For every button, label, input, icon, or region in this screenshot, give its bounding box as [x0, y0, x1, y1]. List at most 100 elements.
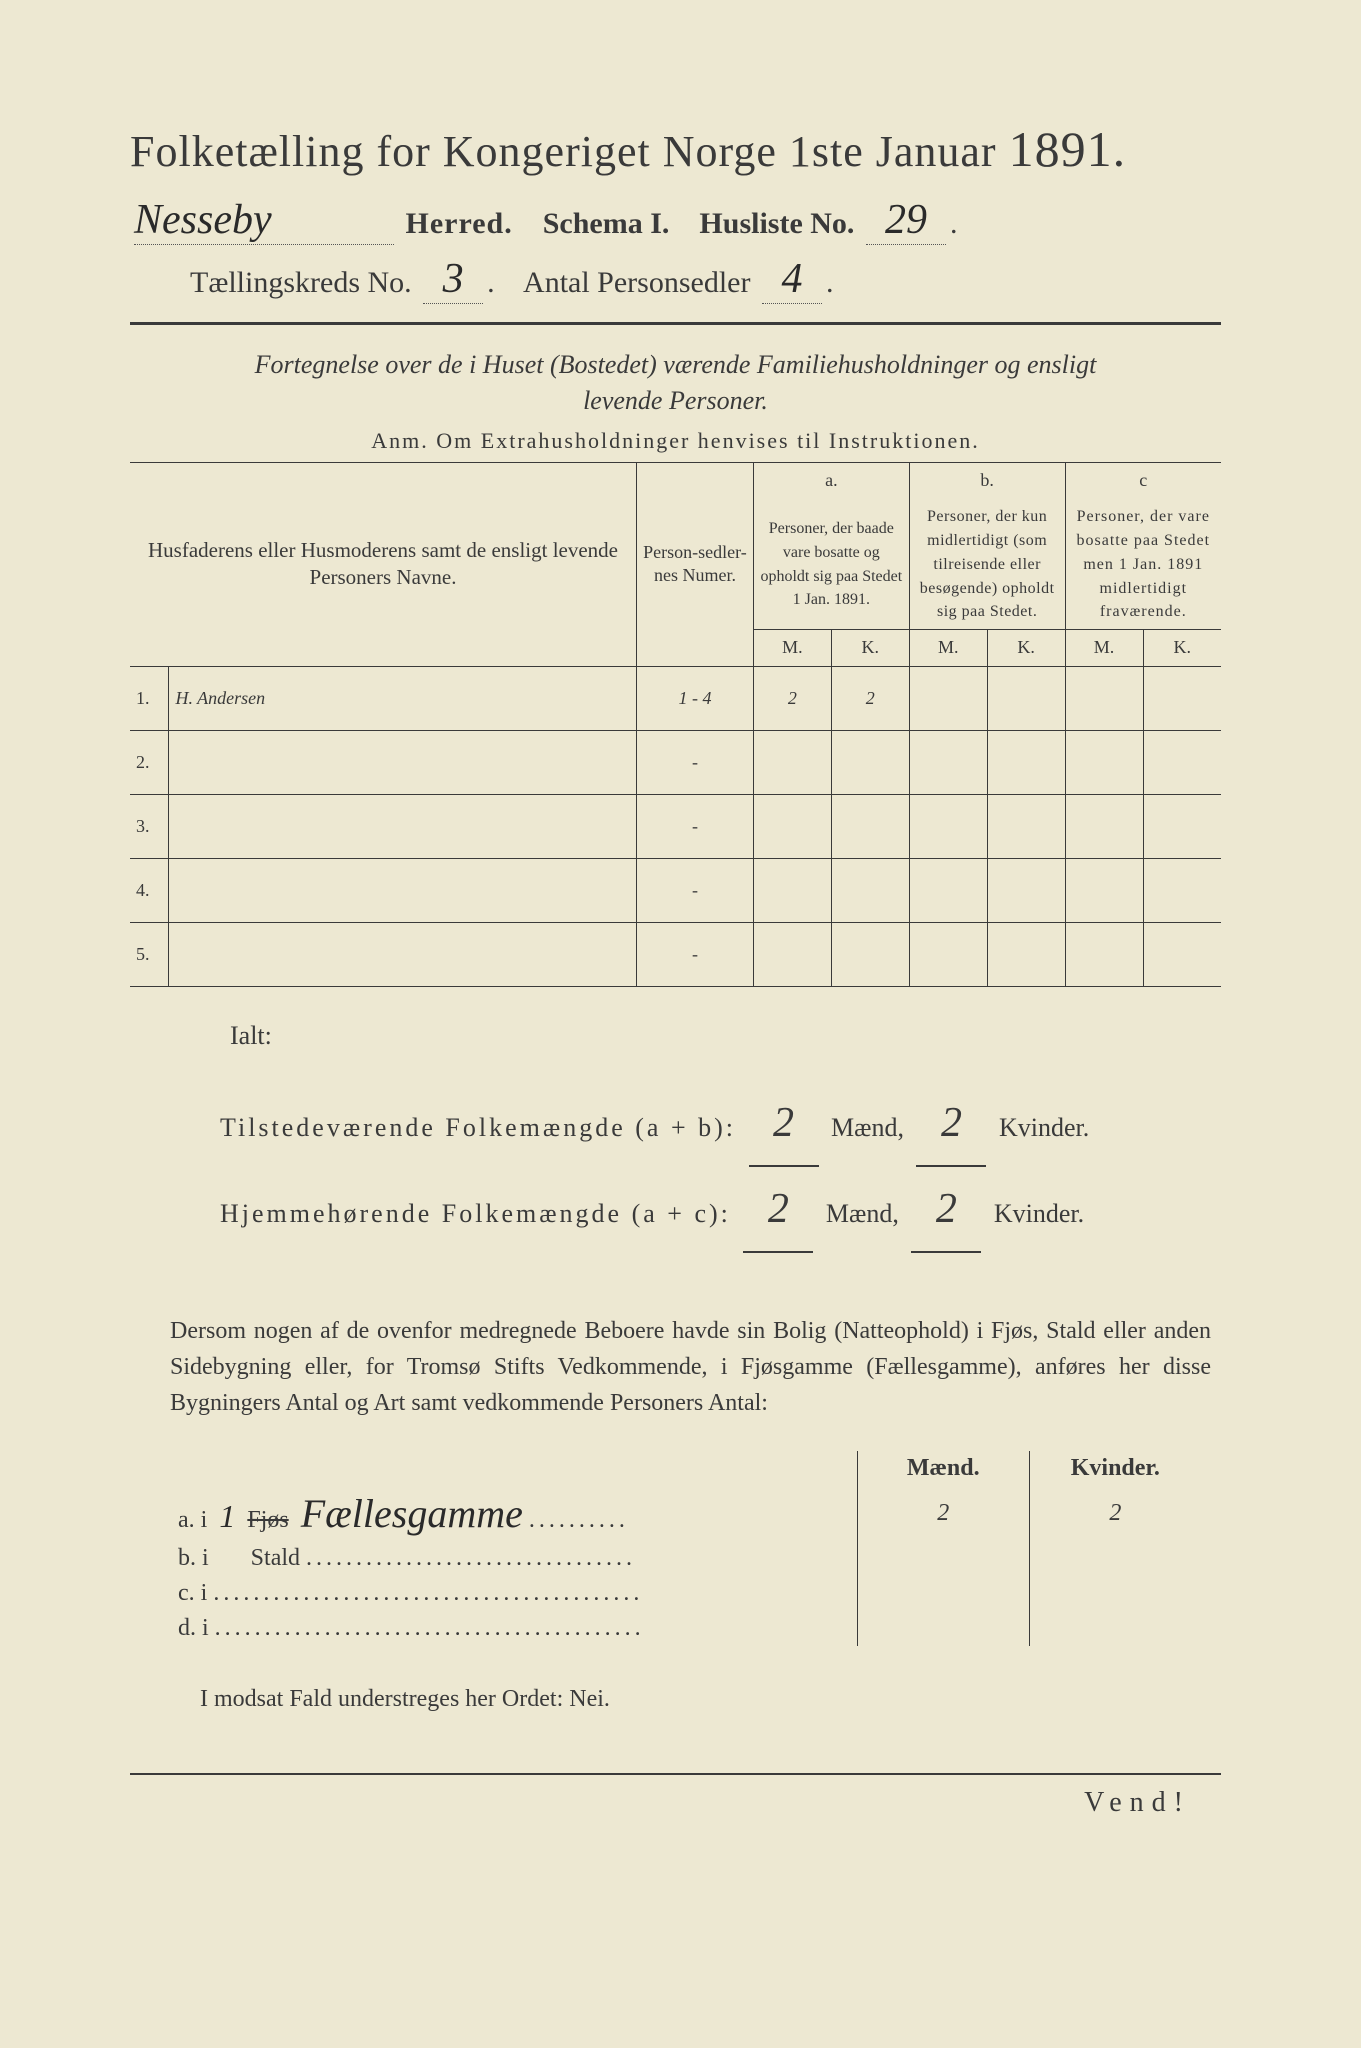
present-label: Tilstedeværende Folkemængde (a + b):	[220, 1113, 736, 1142]
col-header-name: Husfaderens eller Husmoderens samt de en…	[130, 462, 637, 666]
row-a-m	[753, 858, 831, 922]
husliste-label: Husliste No.	[699, 207, 854, 240]
row-a-k	[831, 858, 909, 922]
row-pnum: -	[637, 858, 754, 922]
col-b-m: M.	[909, 630, 987, 666]
row-a-k: 2	[831, 666, 909, 730]
row-c-m	[1065, 794, 1143, 858]
herred-label: Herred.	[406, 207, 513, 240]
col-a-label: a.	[753, 462, 909, 498]
row-b-k	[987, 666, 1065, 730]
row-b-k	[987, 922, 1065, 986]
row-c-m	[1065, 922, 1143, 986]
kreds-label: Tællingskreds No.	[190, 266, 412, 299]
row-name	[169, 730, 637, 794]
dwell-row: b. i Stald .............................…	[170, 1541, 1201, 1576]
row-b-k	[987, 794, 1065, 858]
row-b-m	[909, 794, 987, 858]
row-c-m	[1065, 666, 1143, 730]
col-b-desc: Personer, der kun midlertidigt (som tilr…	[909, 498, 1065, 629]
row-c-k	[1143, 858, 1221, 922]
home-label: Hjemmehørende Folkemængde (a + c):	[220, 1199, 731, 1228]
row-b-k	[987, 858, 1065, 922]
maend-label: Mænd,	[831, 1113, 904, 1142]
schema-label: Schema I.	[543, 207, 670, 240]
summary-block: Tilstedeværende Folkemængde (a + b): 2 M…	[220, 1081, 1221, 1253]
row-a-m	[753, 794, 831, 858]
table-row: 5. -	[130, 922, 1221, 986]
row-c-m	[1065, 730, 1143, 794]
row-a-k	[831, 730, 909, 794]
row-name	[169, 858, 637, 922]
title-prefix: Folketælling for Kongeriget Norge 1ste J…	[130, 127, 997, 176]
dwelling-block: Mænd. Kvinder. a. i 1 Fjøs Fællesgamme .…	[170, 1451, 1201, 1646]
row-c-k	[1143, 730, 1221, 794]
dwelling-table: Mænd. Kvinder. a. i 1 Fjøs Fællesgamme .…	[170, 1451, 1201, 1646]
dwell-b-k	[1029, 1541, 1201, 1576]
household-table: Husfaderens eller Husmoderens samt de en…	[130, 462, 1221, 987]
dwell-b-m	[857, 1541, 1029, 1576]
dwell-row: a. i 1 Fjøs Fællesgamme .......... 2 2	[170, 1486, 1201, 1541]
herred-value: Nesseby	[134, 196, 394, 245]
vend-label: Vend!	[130, 1787, 1221, 1819]
row-name	[169, 922, 637, 986]
header-line-2: Nesseby Herred. Schema I. Husliste No. 2…	[130, 196, 1221, 245]
intro-line2: levende Personer.	[583, 386, 768, 415]
dwell-row-a: a. i 1 Fjøs Fællesgamme ..........	[170, 1486, 857, 1541]
header-line-3: Tællingskreds No. 3. Antal Personsedler …	[190, 255, 1221, 304]
row-c-k	[1143, 666, 1221, 730]
row-num: 1.	[130, 666, 169, 730]
row-pnum: -	[637, 730, 754, 794]
col-c-m: M.	[1065, 630, 1143, 666]
row-num: 5.	[130, 922, 169, 986]
ialt-label: Ialt:	[230, 1021, 1221, 1051]
dwell-maend-header: Mænd.	[857, 1451, 1029, 1486]
kvinder-label: Kvinder.	[999, 1113, 1089, 1142]
row-a-m: 2	[753, 666, 831, 730]
row-num: 3.	[130, 794, 169, 858]
table-row: 4. -	[130, 858, 1221, 922]
divider-top	[130, 322, 1221, 325]
dwell-d-k	[1029, 1611, 1201, 1646]
home-m: 2	[743, 1167, 813, 1253]
dwell-kvinder-header: Kvinder.	[1029, 1451, 1201, 1486]
dwell-row-c: c. i ...................................…	[170, 1576, 857, 1611]
col-b-k: K.	[987, 630, 1065, 666]
present-m: 2	[749, 1081, 819, 1167]
row-b-m	[909, 730, 987, 794]
anm-note: Anm. Om Extrahusholdninger henvises til …	[130, 428, 1221, 454]
dwell-row: d. i ...................................…	[170, 1611, 1201, 1646]
table-row: 3. -	[130, 794, 1221, 858]
intro-text: Fortegnelse over de i Huset (Bostedet) v…	[130, 347, 1221, 420]
title-year: 1891.	[1009, 121, 1127, 177]
col-c-label: c	[1065, 462, 1221, 498]
dwell-c-m	[857, 1576, 1029, 1611]
row-b-m	[909, 922, 987, 986]
row-num: 2.	[130, 730, 169, 794]
col-c-k: K.	[1143, 630, 1221, 666]
row-pnum: -	[637, 794, 754, 858]
antal-value: 4	[762, 255, 822, 304]
table-row: 2. -	[130, 730, 1221, 794]
row-name	[169, 794, 637, 858]
row-name: H. Andersen	[169, 666, 637, 730]
dwell-row-d: d. i ...................................…	[170, 1611, 857, 1646]
maend-label: Mænd,	[826, 1199, 899, 1228]
intro-line1: Fortegnelse over de i Huset (Bostedet) v…	[255, 350, 1097, 379]
form-title: Folketælling for Kongeriget Norge 1ste J…	[130, 120, 1221, 178]
row-a-k	[831, 922, 909, 986]
summary-present: Tilstedeværende Folkemængde (a + b): 2 M…	[220, 1081, 1221, 1167]
row-pnum: -	[637, 922, 754, 986]
dwell-a-k: 2	[1029, 1486, 1201, 1541]
row-c-m	[1065, 858, 1143, 922]
col-header-pnum: Person-sedler-nes Numer.	[637, 462, 754, 666]
row-a-k	[831, 794, 909, 858]
row-num: 4.	[130, 858, 169, 922]
row-a-m	[753, 730, 831, 794]
col-a-k: K.	[831, 630, 909, 666]
row-pnum: 1 - 4	[637, 666, 754, 730]
row-a-m	[753, 922, 831, 986]
dwell-c-k	[1029, 1576, 1201, 1611]
husliste-value: 29	[866, 196, 946, 245]
row-c-k	[1143, 794, 1221, 858]
